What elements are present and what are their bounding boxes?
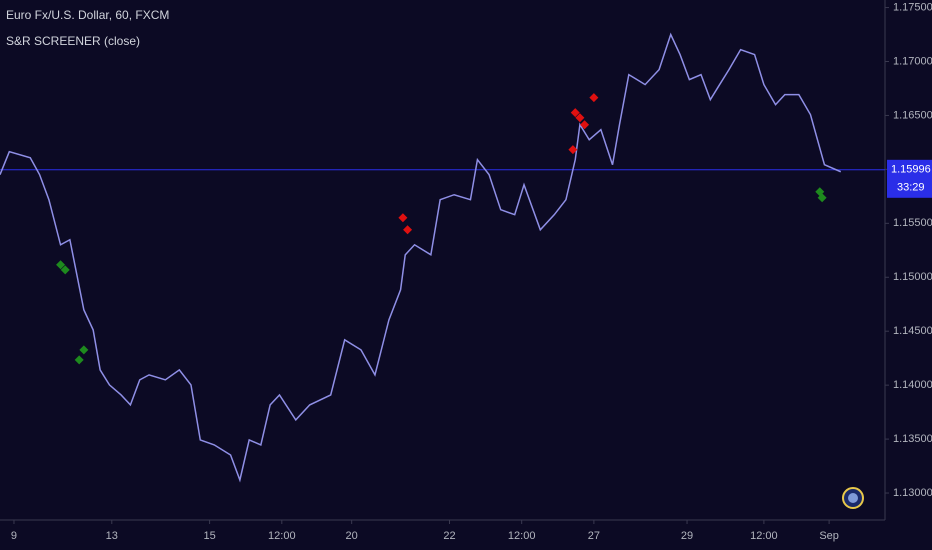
x-tick-label: 29 [681,530,693,542]
indicator-title: S&R SCREENER (close) [6,34,140,48]
signal-marker [580,120,590,130]
logo-inner [848,493,858,503]
x-tick-label: 13 [106,530,118,542]
signal-marker [403,225,413,235]
y-tick-label: 1.13000 [893,487,932,499]
y-tick-label: 1.16500 [893,109,932,121]
price-line [0,32,842,483]
x-tick-label: 9 [11,530,17,542]
y-tick-label: 1.17500 [893,1,932,13]
y-tick-label: 1.13500 [893,433,932,445]
signal-marker [79,345,89,355]
signal-marker [60,265,70,275]
y-tick-label: 1.15500 [893,217,932,229]
y-tick-label: 1.15000 [893,271,932,283]
signal-marker [575,113,585,123]
x-tick-label: 12:00 [508,530,536,542]
signal-marker [570,108,580,118]
x-tick-label: 15 [203,530,215,542]
signal-marker [589,93,599,103]
x-tick-label: 22 [443,530,455,542]
signal-marker [568,145,578,155]
x-tick-label: Sep [819,530,839,542]
x-tick-label: 27 [588,530,600,542]
x-tick-label: 20 [346,530,358,542]
signal-marker [817,193,827,203]
chart-title: Euro Fx/U.S. Dollar, 60, FXCM [6,8,169,22]
signal-marker [56,260,66,270]
countdown-label: 33:29 [897,182,925,194]
y-tick-label: 1.14000 [893,379,932,391]
last-price-label: 1.15996 [891,164,931,176]
signal-marker [74,355,84,365]
x-tick-label: 12:00 [750,530,778,542]
last-price-box [887,159,932,198]
x-tick-label: 12:00 [268,530,296,542]
y-tick-label: 1.14500 [893,325,932,337]
signal-marker [398,213,408,223]
y-tick-label: 1.17000 [893,55,932,67]
